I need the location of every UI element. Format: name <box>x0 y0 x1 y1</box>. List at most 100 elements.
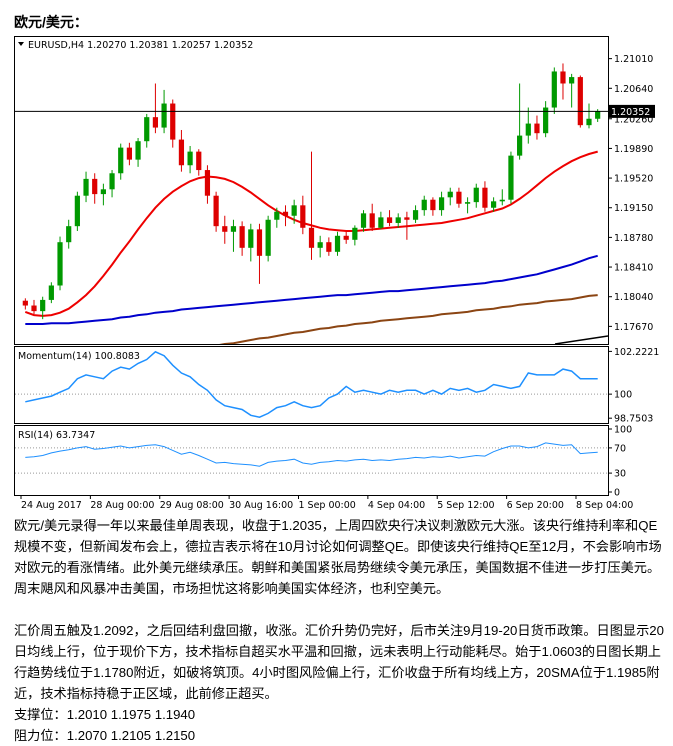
candle <box>369 203 375 231</box>
candle <box>109 170 115 198</box>
commentary-technicals: 汇价周五触及1.2092，之后回结利盘回撤，收涨。汇价升势仍完好，后市关注9月1… <box>14 623 664 701</box>
momentum-label: Momentum(14) 100.8083 <box>18 351 140 362</box>
candle <box>395 213 401 228</box>
momentum-tick-label: 102.2221 <box>614 347 659 358</box>
candle <box>317 235 323 258</box>
candle-body <box>31 305 37 312</box>
candle-body <box>569 77 575 84</box>
rsi-tick-label: 100 <box>614 425 632 436</box>
candle-body <box>430 199 436 211</box>
candle-body <box>230 226 237 232</box>
candle-body <box>438 197 445 211</box>
candle-body <box>66 226 72 243</box>
candle <box>491 197 497 212</box>
time-label: 28 Aug 00:00 <box>90 500 154 511</box>
candle-body <box>595 111 601 119</box>
candle <box>334 231 341 256</box>
rsi-tick-label: 70 <box>614 443 626 454</box>
candle-body <box>196 151 202 171</box>
candle-body <box>421 199 427 211</box>
candle-body <box>317 242 323 248</box>
candle <box>543 101 549 138</box>
candle-body <box>135 141 141 160</box>
candle <box>178 129 185 172</box>
candle <box>170 99 176 148</box>
candle <box>404 211 410 240</box>
resistance-levels: 阻力位：1.2070 1.2105 1.2150 <box>14 728 196 743</box>
candle-body <box>334 235 341 252</box>
candle <box>282 205 289 227</box>
candle <box>135 137 141 167</box>
candle-body <box>118 147 124 174</box>
candle-body <box>308 227 315 248</box>
candle-body <box>482 187 488 208</box>
symbol-dropdown-icon[interactable] <box>18 42 24 46</box>
time-label: 8 Sep 04:00 <box>576 500 633 511</box>
price-tick-label: 1.21010 <box>614 54 653 65</box>
candle-body <box>144 117 150 142</box>
candle-body <box>152 117 159 128</box>
candle <box>274 207 280 228</box>
candle-body <box>560 71 566 84</box>
candle <box>464 197 471 214</box>
price-tick-label: 1.17670 <box>614 322 653 333</box>
candle <box>421 195 427 216</box>
rsi-tick-label: 0 <box>614 488 620 499</box>
candle-body <box>534 123 540 134</box>
candle-body <box>170 103 176 140</box>
candle <box>577 75 583 128</box>
candle-body <box>274 211 280 220</box>
candle-body <box>464 202 471 204</box>
candle <box>508 151 514 204</box>
candle-body <box>126 147 132 160</box>
candle-body <box>204 170 211 196</box>
candle <box>100 183 106 206</box>
page-heading: 欧元/美元： <box>14 14 88 30</box>
candle <box>378 211 384 230</box>
candle-body <box>248 229 254 248</box>
price-tick-label: 1.19520 <box>614 174 653 185</box>
candle-body <box>395 217 401 223</box>
candle <box>187 146 193 174</box>
candle <box>83 171 89 203</box>
candle-body <box>404 217 410 220</box>
candle <box>74 191 80 231</box>
candle-body <box>222 226 228 232</box>
price-tick-label: 1.18040 <box>614 292 653 303</box>
candle <box>343 231 349 244</box>
candle-body <box>57 242 63 286</box>
rsi-line <box>25 442 598 467</box>
candle <box>248 223 254 262</box>
candle <box>48 282 54 304</box>
momentum-tick-label: 98.7503 <box>614 414 653 425</box>
candle <box>204 165 211 204</box>
price-tick-label: 1.20260 <box>614 114 653 125</box>
momentum-tick-label: 100 <box>614 390 632 401</box>
market-commentary: 欧元/美元录得一年以来最佳单周表现，收盘于1.2035，上周四欧央行决议刺激欧元… <box>14 515 664 746</box>
candle-body <box>213 195 219 227</box>
rsi-tick-label: 30 <box>614 469 626 480</box>
candle <box>438 191 445 216</box>
eurusd-h4-chart: 1.21010 1.20640 1.20260 1.19890 1.19520 1.191… <box>14 36 659 511</box>
candle-body <box>543 107 549 134</box>
candle-body <box>551 71 557 108</box>
candle <box>525 107 531 144</box>
candle-body <box>343 235 349 240</box>
price-axis: 1.21010 1.20640 1.20260 1.19890 1.19520 1.191… <box>608 54 653 333</box>
candle-body <box>22 300 28 306</box>
time-label: 1 Sep 00:00 <box>298 500 355 511</box>
candle <box>326 237 332 256</box>
sma-long-brown-line <box>219 294 598 344</box>
price-tick-label: 1.19150 <box>614 203 653 214</box>
candle <box>144 113 150 148</box>
candle <box>352 225 358 246</box>
candle <box>569 73 575 108</box>
candle <box>92 173 98 204</box>
sma-long-blue-line <box>25 254 598 325</box>
candle-body <box>48 285 54 300</box>
candle-body <box>456 191 462 204</box>
candle <box>517 83 523 160</box>
candle-body <box>447 191 453 198</box>
candle <box>386 210 393 227</box>
candle-body <box>491 201 497 208</box>
